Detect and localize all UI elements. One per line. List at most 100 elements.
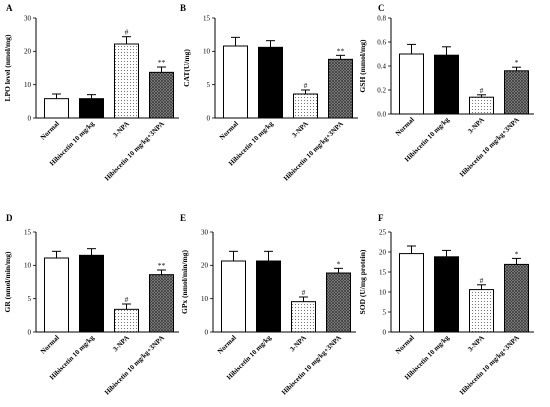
- bar-4: [504, 70, 529, 115]
- panel-a: A LPO level (nmol/mg) 0 10 20 30 Normal Hibisce…: [3, 3, 179, 183]
- y-tick-label: 0: [205, 328, 209, 336]
- panel-b: B CAT(U/mg) 0 5 10 15 Normal Hibiscetin 10 mg/k…: [180, 3, 358, 183]
- y-tick-label: 30: [201, 228, 209, 236]
- panel-letter: F: [378, 213, 384, 223]
- bar-4: [504, 263, 529, 333]
- bar-4: [326, 272, 351, 333]
- bar-4: [328, 58, 353, 119]
- significance-marker: *: [515, 58, 519, 67]
- bar-2: [258, 46, 283, 119]
- y-axis-label: GSH (mmol/mg): [358, 39, 367, 93]
- significance-marker: #: [125, 28, 129, 37]
- y-tick-label: 0.4: [377, 62, 386, 70]
- y-tick-label: 0: [383, 328, 387, 336]
- x-tick-label: 3-NPA: [111, 120, 131, 140]
- bar-1: [44, 257, 69, 333]
- bar-1: [44, 98, 69, 119]
- significance-marker: #: [480, 86, 484, 95]
- panel-letter: E: [180, 213, 186, 223]
- bar-3: [114, 43, 139, 119]
- bar-1: [399, 53, 424, 115]
- significance-marker: *: [337, 259, 341, 268]
- y-axis-label: LPO level (nmol/mg): [3, 34, 12, 102]
- x-tick-label: Normal: [394, 334, 416, 356]
- y-axis-label: GPx (nmol/min/mg): [180, 250, 189, 314]
- x-tick-label: 3-NPA: [466, 334, 486, 354]
- y-tick-label: 15: [24, 228, 32, 236]
- y-tick-label: 10: [201, 295, 209, 303]
- bar-1: [399, 253, 424, 333]
- x-tick-label: 3-NPA: [288, 334, 308, 354]
- significance-marker: #: [302, 288, 306, 297]
- bar-3: [114, 308, 139, 333]
- bar-2: [79, 98, 104, 119]
- bar-1: [221, 260, 246, 333]
- panel-letter: C: [378, 3, 385, 13]
- y-tick-label: 0: [28, 328, 32, 336]
- bar-2: [79, 254, 104, 333]
- x-tick-label: 3-NPA: [466, 116, 486, 136]
- x-tick-label: 3-NPA: [111, 334, 131, 354]
- significance-marker: *: [515, 249, 519, 258]
- y-tick-label: 15: [379, 268, 387, 276]
- x-tick-label: Normal: [394, 116, 416, 138]
- y-tick-label: 20: [24, 48, 32, 56]
- panel-f: F SOD (U/mg protein) 0 5 10 15 20 25 Normal Hibis…: [358, 213, 534, 397]
- y-tick-label: 5: [207, 81, 211, 89]
- bar-2: [434, 256, 459, 333]
- panel-letter: B: [180, 3, 186, 13]
- bar-2: [434, 54, 459, 115]
- significance-marker: **: [158, 261, 166, 270]
- x-tick-label: Hibiscetin 10 mg/kg+3NPA: [103, 334, 166, 397]
- bar-1: [223, 45, 248, 119]
- x-tick-label: Normal: [39, 120, 61, 142]
- significance-marker: #: [480, 276, 484, 285]
- bar-3: [469, 289, 494, 333]
- y-tick-label: 15: [203, 14, 211, 22]
- significance-marker: #: [304, 81, 308, 90]
- y-axis-label: GR (nmol/min/mg): [3, 251, 12, 313]
- y-tick-label: 0: [207, 114, 211, 122]
- x-tick-label: Hibiscetin 10 mg/kg+3NPA: [103, 120, 166, 183]
- bar-4: [149, 274, 174, 333]
- bar-4: [149, 71, 174, 119]
- x-tick-label: Hibiscetin 10 mg/kg+3NPA: [458, 334, 521, 397]
- panel-letter: D: [6, 213, 13, 223]
- y-tick-label: 10: [203, 48, 211, 56]
- x-tick-label: Hibiscetin 10 mg/kg+3NPA: [280, 334, 343, 397]
- significance-marker: **: [158, 58, 166, 67]
- y-tick-label: 5: [383, 308, 387, 316]
- y-tick-label: 10: [24, 262, 32, 270]
- y-tick-label: 20: [201, 262, 209, 270]
- y-axis-label: CAT(U/mg): [182, 49, 191, 87]
- x-tick-label: Hibiscetin 10 mg/kg+3NPA: [282, 120, 345, 183]
- bar-3: [293, 93, 318, 119]
- x-tick-label: Normal: [216, 334, 238, 356]
- x-tick-label: 3-NPA: [290, 120, 310, 140]
- y-tick-label: 10: [379, 288, 387, 296]
- x-tick-label: Hibiscetin 10 mg/kg+3NPA: [458, 116, 521, 179]
- y-tick-label: 0.8: [377, 14, 386, 22]
- y-tick-label: 30: [24, 14, 32, 22]
- panel-d: D GR (nmol/min/mg) 0 5 10 15 Normal Hibiscetin …: [3, 213, 179, 397]
- y-tick-label: 0.2: [377, 86, 386, 94]
- bar-3: [291, 301, 316, 333]
- bar-2: [256, 260, 281, 333]
- y-tick-label: 20: [379, 248, 387, 256]
- y-tick-label: 0.0: [377, 110, 386, 118]
- y-tick-label: 25: [379, 228, 387, 236]
- significance-marker: #: [125, 295, 129, 304]
- significance-marker: **: [337, 46, 345, 55]
- bar-3: [469, 96, 494, 115]
- x-tick-label: Normal: [39, 334, 61, 356]
- y-axis-label: SOD (U/mg protein): [358, 249, 367, 314]
- panel-c: C GSH (mmol/mg) 0.0 0.2 0.4 0.6 0.8 Normal Hibis…: [358, 3, 534, 179]
- y-tick-label: 5: [28, 295, 32, 303]
- y-tick-label: 0: [28, 114, 32, 122]
- panel-e: E GPx (nmol/min/mg) 0 10 20 30 Normal Hibisceti…: [180, 213, 356, 397]
- panel-letter: A: [6, 3, 13, 13]
- y-tick-label: 0.6: [377, 38, 386, 46]
- y-tick-label: 10: [24, 81, 32, 89]
- x-tick-label: Normal: [218, 120, 240, 142]
